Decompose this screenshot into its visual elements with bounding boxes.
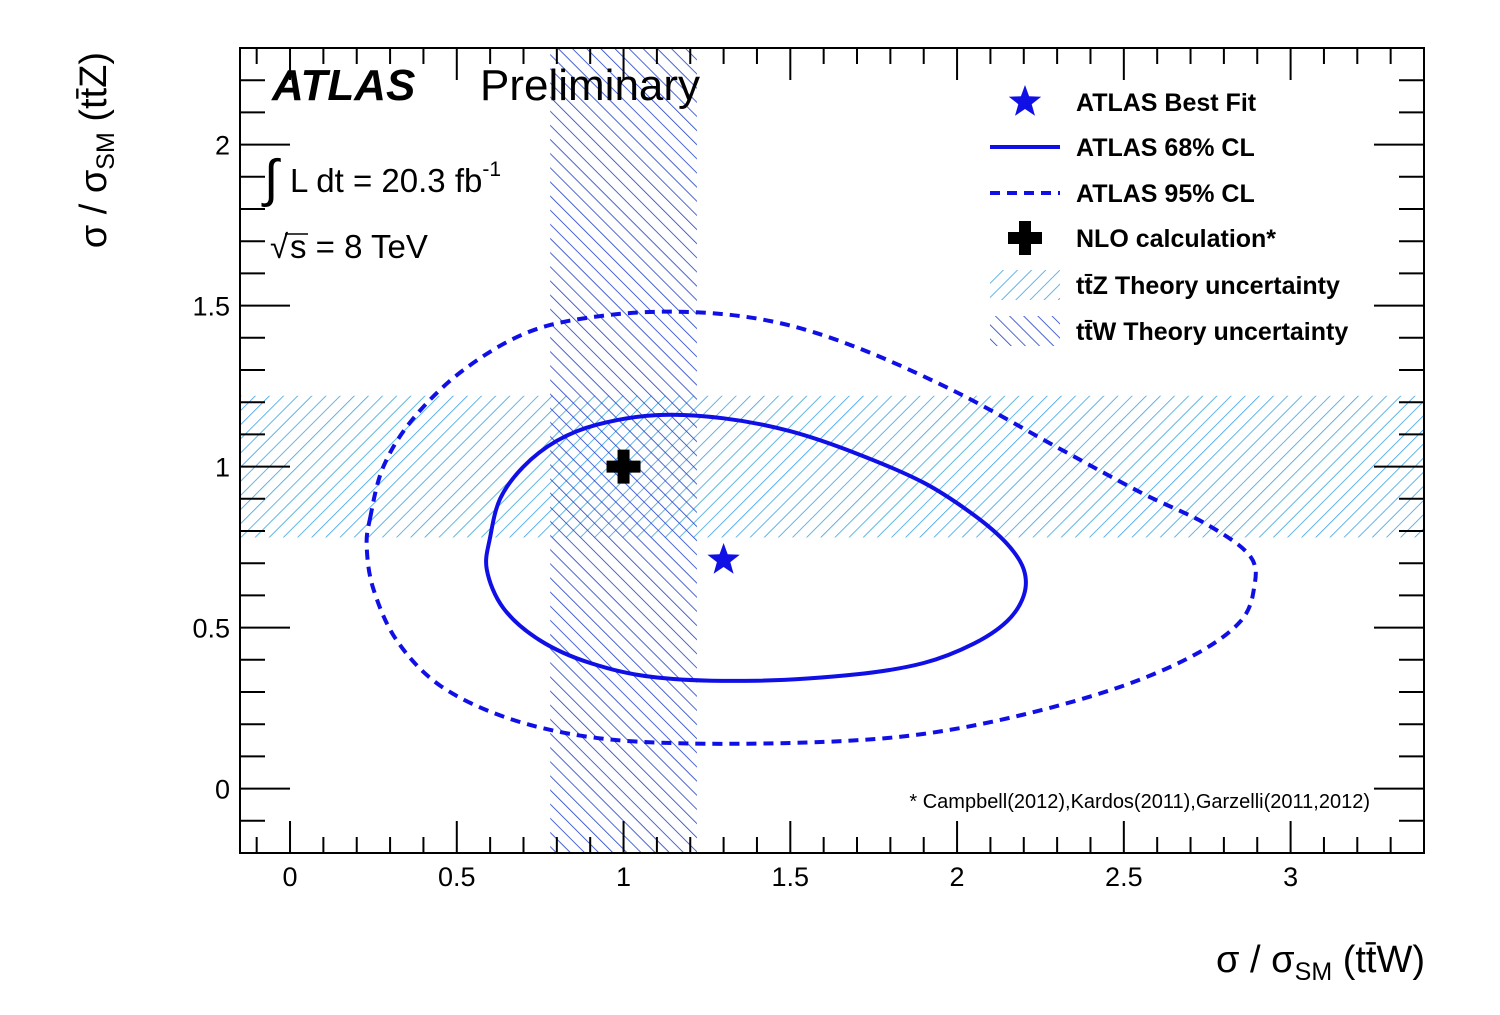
x-tick-label: 1 — [616, 862, 631, 892]
x-tick-label: 2 — [950, 862, 965, 892]
x-tick-label: 0 — [283, 862, 298, 892]
y-tick-label: 1.5 — [192, 292, 230, 322]
cl-contours — [364, 309, 1258, 746]
y-tick-label: 1 — [215, 453, 230, 483]
legend-label: tt̄Z Theory uncertainty — [1076, 272, 1340, 300]
energy-annotation: s = 8 TeV — [290, 228, 428, 265]
lumi-annotation: L dt = 20.3 fb-1 — [290, 158, 501, 199]
legend-star-icon — [1008, 85, 1042, 116]
tick-labels: 0 0.5 1 1.5 2 2.5 3 0 0.5 1 1.5 2 — [192, 131, 1298, 892]
status-label: Preliminary — [480, 61, 700, 110]
contour-68-cl — [484, 412, 1028, 683]
y-tick-label: 2 — [215, 131, 230, 161]
ttz-theory-band — [240, 395, 1424, 538]
legend-ttw-swatch — [990, 316, 1060, 346]
data-points — [606, 449, 740, 574]
legend-cross-icon — [1008, 221, 1042, 255]
best-fit-star — [707, 543, 740, 574]
x-tick-label: 0.5 — [438, 862, 476, 892]
integral-sign: ∫ — [261, 150, 281, 208]
citation-footnote: * Campbell(2012),Kardos(2011),Garzelli(2… — [909, 791, 1370, 813]
y-axis-title: σ / σSM (tt̄Z) — [73, 52, 120, 248]
legend-label: tt̄W Theory uncertainty — [1076, 318, 1348, 346]
nlo-calculation-point — [606, 449, 641, 484]
axis-ticks — [240, 47, 1425, 853]
legend-label: NLO calculation* — [1076, 225, 1276, 253]
legend-label: ATLAS 95% CL — [1076, 180, 1255, 208]
root-sign: √ — [270, 228, 289, 265]
legend-label: ATLAS Best Fit — [1076, 89, 1257, 117]
legend: ATLAS Best Fit ATLAS 68% CL ATLAS 95% CL NL… — [990, 85, 1348, 346]
x-tick-label: 1.5 — [772, 862, 810, 892]
legend-ttz-swatch — [990, 270, 1060, 300]
x-axis-title: σ / σSM (tt̄W) — [1216, 939, 1425, 986]
legend-label: ATLAS 68% CL — [1076, 134, 1255, 162]
x-tick-label: 2.5 — [1105, 862, 1143, 892]
x-tick-label: 3 — [1283, 862, 1298, 892]
experiment-label: ATLAS — [271, 61, 415, 110]
y-tick-label: 0.5 — [192, 614, 230, 644]
plot-frame — [239, 47, 1425, 854]
contour-95-cl — [364, 309, 1258, 746]
y-tick-label: 0 — [215, 775, 230, 805]
